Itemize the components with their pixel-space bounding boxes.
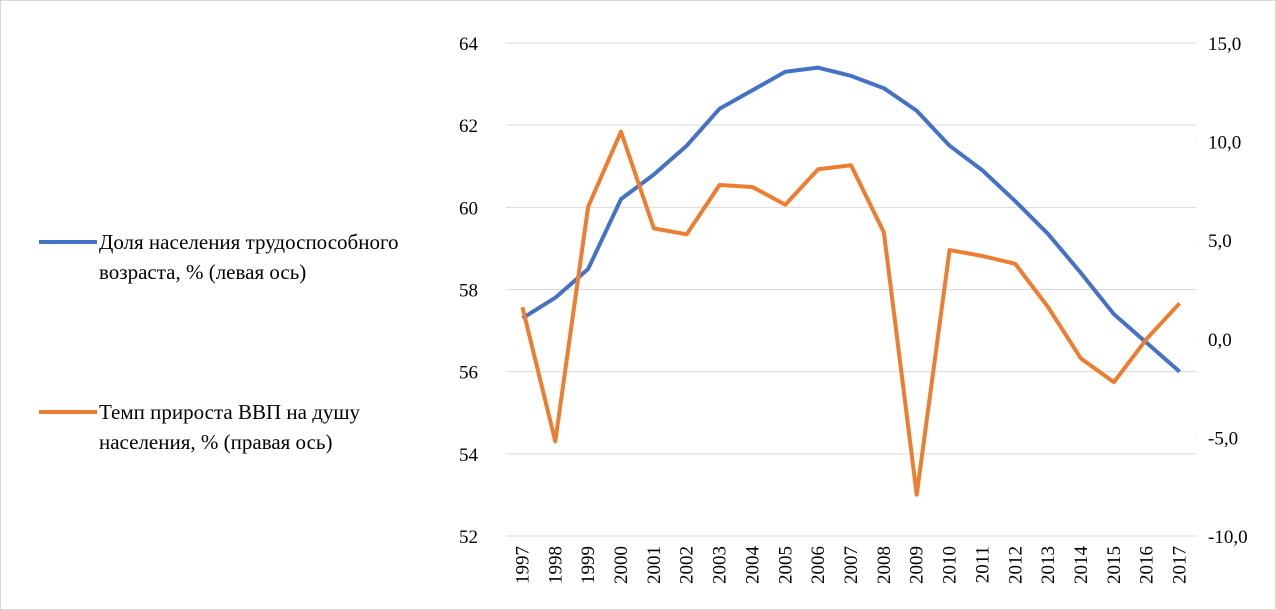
y2-tick-label: 15,0 bbox=[1208, 34, 1241, 55]
x-tick-label: 2000 bbox=[611, 546, 632, 584]
x-tick-label: 2010 bbox=[940, 546, 961, 584]
x-tick-label: 2014 bbox=[1071, 546, 1092, 585]
series-line bbox=[521, 65, 1181, 374]
x-tick-label: 2006 bbox=[808, 546, 829, 584]
x-tick-label: 2011 bbox=[972, 546, 993, 583]
x-tick-label: 2003 bbox=[710, 546, 731, 584]
y-tick-label: 54 bbox=[459, 445, 479, 466]
y-tick-label: 64 bbox=[459, 34, 479, 55]
legend-label: Доля населения трудоспособного возраста,… bbox=[99, 230, 399, 284]
x-tick-label: 2002 bbox=[677, 546, 698, 584]
y2-tick-label: -5,0 bbox=[1208, 428, 1238, 449]
x-tick-label: 2012 bbox=[1005, 546, 1026, 584]
x-tick-label: 2013 bbox=[1038, 546, 1059, 584]
series-line bbox=[520, 129, 1182, 497]
y-tick-label: 56 bbox=[459, 363, 478, 384]
y2-tick-label: -10,0 bbox=[1208, 527, 1248, 548]
y2-tick-label: 5,0 bbox=[1208, 231, 1232, 252]
y-tick-label: 62 bbox=[459, 116, 478, 137]
x-tick-label: 1999 bbox=[578, 546, 599, 584]
y-tick-label: 52 bbox=[459, 527, 478, 548]
y-tick-label: 60 bbox=[459, 198, 478, 219]
x-tick-label: 2017 bbox=[1170, 546, 1191, 584]
x-tick-label: 2009 bbox=[907, 546, 928, 584]
x-tick-label: 2008 bbox=[874, 546, 895, 584]
y-tick-label: 58 bbox=[459, 281, 478, 302]
x-tick-label: 2004 bbox=[742, 546, 763, 585]
x-tick-label: 2001 bbox=[644, 546, 665, 584]
x-tick-label: 1997 bbox=[512, 546, 533, 584]
x-tick-label: 2007 bbox=[841, 546, 862, 584]
x-tick-label: 2016 bbox=[1137, 546, 1158, 584]
y2-tick-label: 10,0 bbox=[1208, 133, 1241, 154]
legend-label: Темп прироста ВВП на душу населения, % (… bbox=[99, 400, 361, 454]
x-tick-label: 2005 bbox=[775, 546, 796, 584]
x-tick-label: 2015 bbox=[1104, 546, 1125, 584]
y2-tick-label: 0,0 bbox=[1208, 330, 1232, 351]
x-tick-label: 1998 bbox=[545, 546, 566, 584]
